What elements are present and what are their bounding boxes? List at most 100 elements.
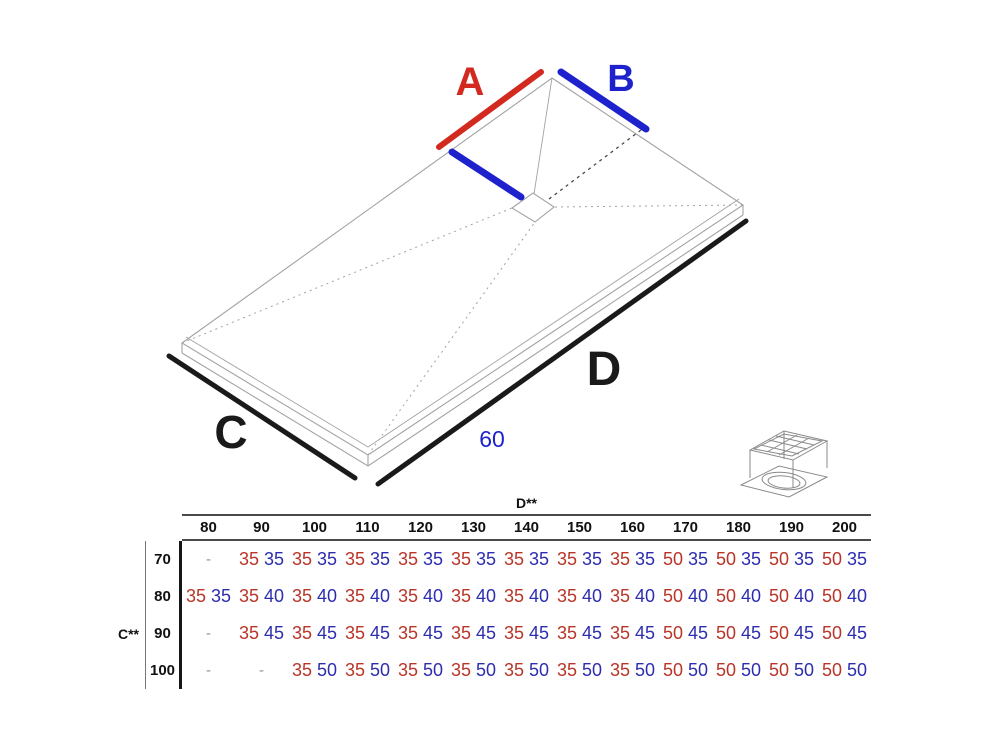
cell-value-blue: 45 bbox=[582, 623, 603, 643]
fold-line-right bbox=[553, 204, 744, 208]
table-cell: - bbox=[182, 551, 235, 568]
cell-value-blue: 45 bbox=[370, 623, 391, 643]
cell-value-blue: 35 bbox=[688, 549, 709, 569]
cell-value-blue: 45 bbox=[688, 623, 709, 643]
table-row: 70-35 35 35 35 35 35 35 35 35 35 35 35 35 35 35 35 50 35 5… bbox=[112, 541, 871, 578]
cell-value-red: 35 bbox=[238, 549, 259, 569]
cell-value-red: 50 bbox=[662, 660, 683, 680]
table-cell: 35 50 bbox=[341, 660, 394, 681]
table-cell: 35 35 bbox=[394, 549, 447, 570]
table-cell: 35 50 bbox=[606, 660, 659, 681]
cell-value-blue: 50 bbox=[476, 660, 497, 680]
drain-icon-hole-inner bbox=[767, 475, 801, 489]
table-cell: 35 50 bbox=[447, 660, 500, 681]
cell-value-blue: 50 bbox=[688, 660, 709, 680]
cell-value-red: 35 bbox=[556, 586, 577, 606]
cell-value-red: 35 bbox=[291, 586, 312, 606]
cell-value-blue: 40 bbox=[423, 586, 444, 606]
table-cell: 50 35 bbox=[712, 549, 765, 570]
table-cell: 35 45 bbox=[235, 623, 288, 644]
empty-cell-dash: - bbox=[206, 625, 211, 642]
cell-value-red: 50 bbox=[768, 623, 789, 643]
cell-value-red: 35 bbox=[503, 623, 524, 643]
table-cell: 50 45 bbox=[818, 623, 871, 644]
table-cell: 50 50 bbox=[712, 660, 765, 681]
table-cell: 50 50 bbox=[659, 660, 712, 681]
cell-value-blue: 50 bbox=[317, 660, 338, 680]
cell-value-blue: 35 bbox=[317, 549, 338, 569]
cell-value-red: 35 bbox=[556, 623, 577, 643]
cell-value-red: 50 bbox=[821, 623, 842, 643]
cell-value-blue: 40 bbox=[847, 586, 868, 606]
table-cell: 35 35 bbox=[553, 549, 606, 570]
cell-value-blue: 40 bbox=[794, 586, 815, 606]
table-cell: 50 40 bbox=[818, 586, 871, 607]
dimension-line-c bbox=[166, 353, 358, 481]
table-cell: 50 50 bbox=[818, 660, 871, 681]
row-label: 100 bbox=[146, 652, 182, 689]
drain-icon-base-plate bbox=[739, 465, 829, 498]
table-cell: 50 40 bbox=[659, 586, 712, 607]
cell-value-red: 35 bbox=[609, 623, 630, 643]
cell-value-blue: 50 bbox=[635, 660, 656, 680]
table-cell: 35 40 bbox=[447, 586, 500, 607]
table-cell: 35 35 bbox=[606, 549, 659, 570]
table-cell: - bbox=[182, 662, 235, 679]
table-cell: 35 50 bbox=[553, 660, 606, 681]
dimension-line-b bbox=[557, 68, 650, 133]
drain-icon-top-plate-inner bbox=[752, 433, 824, 457]
column-header: 120 bbox=[407, 519, 434, 536]
cell-value-blue: 40 bbox=[635, 586, 656, 606]
label-d: D bbox=[587, 343, 622, 396]
column-axis-label: D** bbox=[515, 495, 537, 511]
cell-value-blue: 45 bbox=[264, 623, 285, 643]
column-header: 150 bbox=[566, 519, 593, 536]
label-a: A bbox=[456, 60, 485, 104]
cell-value-red: 35 bbox=[397, 549, 418, 569]
table-cell: 50 45 bbox=[659, 623, 712, 644]
table-cell: - bbox=[182, 625, 235, 642]
cell-value-blue: 50 bbox=[847, 660, 868, 680]
cell-value-blue: 40 bbox=[741, 586, 762, 606]
cell-value-red: 35 bbox=[238, 623, 259, 643]
cell-value-blue: 50 bbox=[529, 660, 550, 680]
cell-value-red: 50 bbox=[662, 586, 683, 606]
cell-value-red: 35 bbox=[450, 623, 471, 643]
cell-value-blue: 45 bbox=[794, 623, 815, 643]
cell-value-red: 35 bbox=[185, 586, 206, 606]
table-cell: 35 45 bbox=[447, 623, 500, 644]
cell-value-blue: 45 bbox=[317, 623, 338, 643]
cell-value-blue: 45 bbox=[847, 623, 868, 643]
cell-value-blue: 40 bbox=[582, 586, 603, 606]
cell-value-red: 50 bbox=[715, 586, 736, 606]
empty-cell-dash: - bbox=[206, 551, 211, 568]
column-axis-row: D** bbox=[112, 492, 871, 514]
cell-value-blue: 35 bbox=[847, 549, 868, 569]
column-headers: 80 90 100 110 120 130 140 150 160 170 180 190 200 bbox=[182, 514, 871, 541]
table-cell: 35 35 bbox=[182, 586, 235, 607]
cell-value-red: 35 bbox=[397, 660, 418, 680]
drain-assembly-icon bbox=[739, 430, 829, 498]
cell-value-red: 35 bbox=[291, 660, 312, 680]
column-header: 200 bbox=[831, 519, 858, 536]
column-header: 90 bbox=[253, 519, 270, 536]
cell-value-blue: 45 bbox=[423, 623, 444, 643]
table-cell: 35 45 bbox=[500, 623, 553, 644]
cell-value-blue: 40 bbox=[264, 586, 285, 606]
cell-value-red: 35 bbox=[397, 623, 418, 643]
table-cell: 35 45 bbox=[553, 623, 606, 644]
table-cell: 50 35 bbox=[818, 549, 871, 570]
cell-value-red: 50 bbox=[768, 549, 789, 569]
cell-value-blue: 45 bbox=[741, 623, 762, 643]
table-body: 70-35 35 35 35 35 35 35 35 35 35 35 35 35 35 35 35 50 35 5… bbox=[112, 541, 871, 689]
table-row: 100- -35 50 35 50 35 50 35 50 35 50 35 50 35 50 50 50 50 5… bbox=[112, 652, 871, 689]
cell-value-blue: 50 bbox=[582, 660, 603, 680]
tray-top-surface bbox=[180, 77, 744, 456]
cell-value-blue: 45 bbox=[635, 623, 656, 643]
column-header: 180 bbox=[725, 519, 752, 536]
empty-cell-dash: - bbox=[206, 662, 211, 679]
cell-value-red: 50 bbox=[768, 586, 789, 606]
table-cell: 35 35 bbox=[341, 549, 394, 570]
table-cell: 35 45 bbox=[606, 623, 659, 644]
